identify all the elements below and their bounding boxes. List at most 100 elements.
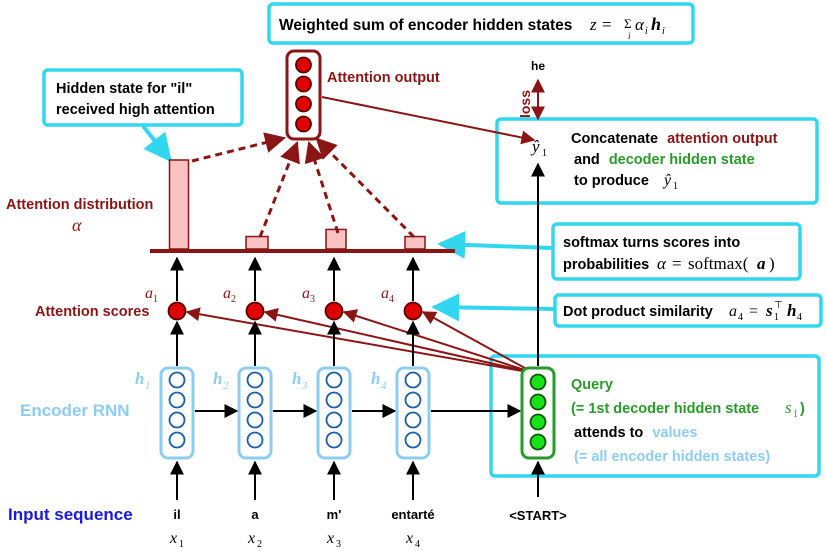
hidden-label-sub-1: 1 — [145, 380, 151, 392]
dot-product-formula-h-sub: 4 — [797, 312, 802, 323]
yhat-sub: 1 — [542, 148, 547, 159]
encoder-cell-3-2 — [325, 391, 343, 409]
encoder-cell-4-3 — [404, 411, 422, 429]
dot-product-formula-s: s — [765, 301, 773, 320]
weight-arrow-2 — [258, 141, 300, 238]
score-node-1 — [167, 301, 187, 321]
softmax-line1: softmax turns scores into — [563, 235, 740, 251]
input-var-sub-3: 3 — [336, 539, 341, 550]
decoder-cell-3 — [529, 413, 547, 431]
encoder-cell-2-4 — [246, 431, 264, 449]
encoder-cell-2-2 — [246, 391, 264, 409]
concatenate-line3-sym: ŷ — [662, 172, 672, 189]
score-node-3 — [324, 301, 344, 321]
query-line2: (= 1st decoder hidden state — [571, 401, 759, 417]
attention-output-cell-4 — [295, 115, 312, 133]
weight-arrow-1 — [191, 132, 287, 163]
query-to-score-arrow-2 — [263, 307, 535, 374]
yhat-symbol: ŷ — [530, 137, 540, 156]
concatenate-line3-sub: 1 — [673, 181, 678, 192]
query-to-score-arrow-3 — [342, 309, 535, 374]
attention-output-cell-3 — [295, 95, 312, 113]
score-label-1: a — [145, 285, 153, 302]
dot-product-formula-a: a — [729, 303, 737, 320]
encoder-cell-3-1 — [325, 371, 343, 389]
score-node-2 — [245, 301, 265, 321]
query-box — [489, 354, 821, 478]
hidden-label-1: h — [135, 369, 144, 388]
query-to-score-arrow-4 — [421, 311, 535, 374]
concatenate-line2-b: decoder hidden state — [609, 152, 755, 168]
softmax-formula-arg: a — [757, 254, 766, 273]
distribution-bar-4 — [404, 235, 426, 250]
attention-output-label: Attention output — [327, 70, 440, 86]
softmax-pointer — [437, 230, 553, 259]
dot-product-text: Dot product similarity — [563, 304, 713, 320]
input-word-2: a — [251, 507, 259, 522]
attention-distribution-label: Attention distribution — [6, 197, 153, 213]
attention-output-vector — [285, 49, 322, 141]
input-word-4: entarté — [391, 507, 434, 522]
query-line4: (= all encoder hidden states) — [574, 449, 770, 465]
softmax-formula-eq: = — [672, 254, 682, 273]
attention-distribution-symbol: α — [72, 215, 82, 235]
weighted-sum-formula-sum-sub: i — [628, 31, 631, 41]
softmax-formula-alpha: α — [657, 254, 667, 273]
weighted-sum-formula-h-sub: i — [662, 26, 665, 37]
hidden-label-sub-2: 2 — [223, 380, 229, 392]
score-label-2: a — [223, 285, 231, 302]
attention-scores-label: Attention scores — [35, 304, 149, 320]
hidden-label-sub-4: 4 — [381, 380, 387, 392]
encoder-cell-4-1 — [404, 371, 422, 389]
encoder-rnn-label: Encoder RNN — [20, 401, 130, 420]
hidden-state-callout-box — [42, 68, 244, 127]
hidden-label-4: h — [371, 369, 380, 388]
score-label-4: a — [381, 285, 389, 302]
concatenate-line2-a: and — [574, 152, 600, 168]
attention-output-cell-2 — [295, 75, 312, 93]
decoder-cell-1 — [529, 373, 547, 391]
attention-output-cells — [295, 56, 312, 133]
dot-product-formula-s-sup: ⊤ — [774, 300, 783, 311]
weighted-sum-formula-sum: Σ — [624, 16, 632, 31]
input-sequence-label: Input sequence — [8, 505, 133, 524]
input-var-sub-1: 1 — [179, 539, 184, 550]
distribution-bar-1 — [168, 159, 190, 250]
start-token: <START> — [509, 508, 567, 523]
softmax-formula-close: ) — [769, 254, 775, 273]
attention-output-to-yhat-arrow — [321, 96, 536, 145]
hidden-label-2: h — [213, 369, 222, 388]
score-node-4 — [403, 301, 423, 321]
encoder-cell-1-2 — [168, 391, 186, 409]
input-word-1: il — [173, 507, 180, 522]
encoder-cell-2-1 — [246, 371, 264, 389]
decoder-cell-4 — [529, 433, 547, 451]
score-label-sub-3: 3 — [310, 294, 315, 305]
input-var-sub-4: 4 — [415, 539, 420, 550]
dot-product-formula-h: h — [787, 301, 796, 320]
concatenate-line1: Concatenate attention output — [571, 131, 778, 147]
concatenate-line3: to produce — [574, 173, 649, 189]
query-line2-sub: 1 — [793, 409, 798, 420]
weighted-sum-formula-alpha-sub: i — [645, 26, 648, 37]
hidden-label-3: h — [292, 369, 301, 388]
input-var-4: x — [405, 530, 413, 547]
query-line2-close: ) — [800, 401, 805, 417]
input-var-3: x — [326, 530, 334, 547]
weighted-sum-formula-h: h — [651, 14, 661, 34]
weighted-sum-formula-alpha: α — [635, 15, 645, 34]
hidden-state-callout-line2: received high attention — [56, 102, 215, 118]
score-label-sub-2: 2 — [231, 294, 236, 305]
encoder-cell-3-3 — [325, 411, 343, 429]
dot-product-box — [553, 293, 823, 328]
concatenate-box — [495, 117, 819, 205]
dot-product-formula-s-sub: 1 — [774, 312, 779, 323]
query-line3: attends to values — [574, 425, 697, 441]
concatenate-line2: and decoder hidden state — [574, 152, 755, 168]
concatenate-line1-b: attention output — [667, 131, 778, 147]
input-var-2: x — [247, 530, 255, 547]
input-var-sub-2: 2 — [257, 539, 262, 550]
concatenate-line1-a: Concatenate — [571, 131, 658, 147]
